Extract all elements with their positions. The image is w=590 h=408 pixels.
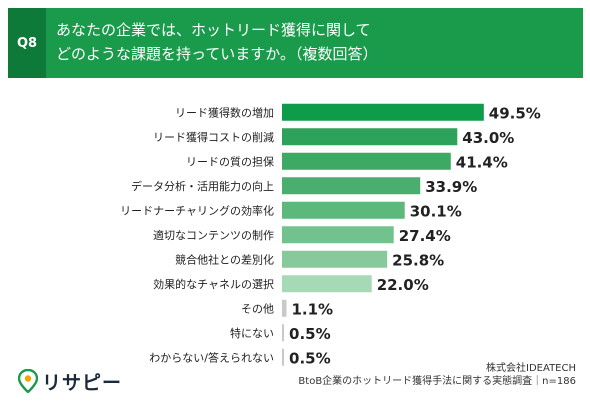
- category-label: リードの質の担保: [186, 154, 274, 168]
- category-label: 適切なコンテンツの制作: [153, 228, 274, 242]
- bar: [282, 103, 484, 121]
- category-label: リードナーチャリングの効率化: [120, 203, 274, 217]
- value-label: 27.4%: [399, 227, 451, 245]
- value-label: 0.5%: [289, 325, 331, 343]
- value-label: 22.0%: [377, 276, 429, 294]
- bar: [282, 128, 458, 146]
- bar: [282, 250, 388, 268]
- footer-company: 株式会社IDEATECH: [486, 363, 576, 374]
- question-text: あなたの企業では、ホットリード獲得に関して どのような課題を持っていますか。（複…: [56, 18, 576, 66]
- bar: [282, 201, 405, 219]
- value-label: 0.5%: [289, 349, 331, 367]
- category-label: 特にない: [230, 326, 274, 340]
- bar: [282, 177, 421, 195]
- question-number: Q8: [8, 8, 46, 78]
- value-label: 25.8%: [392, 251, 444, 269]
- question-line-2: どのような課題を持っていますか。（複数回答）: [56, 45, 378, 63]
- bar: [282, 226, 394, 244]
- category-label: リード獲得数の増加: [175, 106, 274, 119]
- category-label: リード獲得コストの削減: [153, 130, 274, 144]
- value-label: 33.9%: [425, 178, 477, 196]
- bar: [282, 299, 287, 317]
- category-label: わからない/答えられない: [149, 350, 274, 364]
- brand-logo: リサピー: [18, 366, 122, 396]
- bar: [282, 324, 285, 342]
- bar: [282, 275, 372, 293]
- bar: [282, 152, 451, 170]
- value-label: 1.1%: [291, 300, 333, 318]
- question-header: Q8 あなたの企業では、ホットリード獲得に関して どのような課題を持っていますか…: [8, 8, 583, 78]
- bar: [282, 348, 285, 366]
- value-label: 30.1%: [410, 202, 462, 220]
- question-line-1: あなたの企業では、ホットリード獲得に関して: [56, 21, 371, 39]
- category-label: 競合他社との差別化: [175, 252, 274, 266]
- category-label: データ分析・活用能力の向上: [131, 179, 274, 193]
- pin-icon: [18, 369, 38, 393]
- value-label: 49.5%: [489, 104, 541, 122]
- category-label: 効果的なチャネルの選択: [153, 277, 274, 291]
- value-label: 41.4%: [456, 153, 508, 171]
- footer-note: 株式会社IDEATECH BtoB企業のホットリード獲得手法に関する実態調査｜n…: [298, 362, 576, 388]
- value-label: 43.0%: [462, 129, 514, 147]
- footer-survey: BtoB企業のホットリード獲得手法に関する実態調査｜n=186: [298, 376, 576, 387]
- category-label: その他: [241, 302, 274, 315]
- logo-text: リサピー: [42, 371, 123, 394]
